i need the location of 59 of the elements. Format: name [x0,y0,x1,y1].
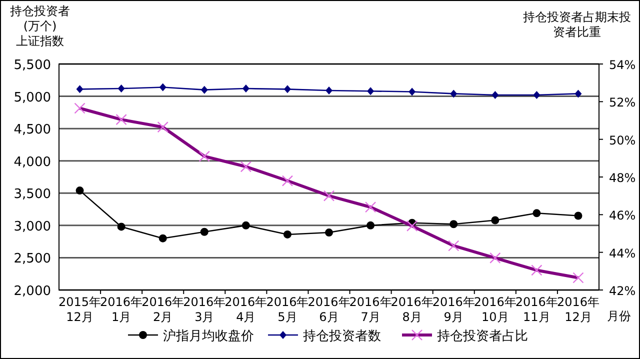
point [76,186,84,195]
point [284,85,291,94]
x-tick-label: 2016年12月 [556,295,600,324]
y-tick-label: 5,000 [14,90,51,106]
x-tick-label: 2016年6月 [308,295,350,324]
point [118,84,125,93]
point [283,230,292,238]
y2-tick-label: 44% [609,246,636,260]
point [325,228,333,237]
point [200,228,208,236]
point [158,234,167,242]
x-tick-label: 2016年11月 [515,295,558,324]
point [242,84,250,93]
point [491,216,500,224]
y-tick-label: 3,500 [14,187,51,202]
y2-tick-label: 46% [609,208,636,223]
x-tick-label: 2016年4月 [224,295,268,324]
y2-tick-label: 42% [609,284,636,298]
point [450,220,458,228]
point [574,90,582,98]
x-tick-label: 2016年2月 [142,295,184,324]
legend-label: 持仓投资者数 [303,329,381,344]
point [533,90,540,99]
y-tick-label: 3,000 [14,219,51,234]
point [408,88,416,96]
y2-tick-label: 54% [609,58,636,72]
point [76,85,84,94]
y-axis-title: 持仓投资者 (万个) 上证指数 [10,4,70,48]
y-tick-label: 4,000 [14,154,51,170]
y2-axis-title: 持仓投资者占期末投资者比重 [523,10,631,39]
legend-label: 沪指月均收盘价 [163,328,254,344]
x-tick-label: 2016年5月 [266,295,309,324]
point [242,221,250,230]
point [450,90,458,98]
x-tick-label: 2016年9月 [432,295,475,324]
point [574,212,582,220]
point [366,221,375,230]
x-tick-label: 2016年3月 [183,295,226,324]
x-tick-label: 2016年8月 [390,295,434,324]
point [200,86,208,94]
point [532,209,541,218]
x-tick-label: 2015年12月 [58,295,102,324]
y2-tick-label: 50% [609,133,636,148]
x-axis-title: 月份 [607,309,631,323]
y-tick-label: 5,500 [14,58,51,73]
point [367,87,374,96]
x-tick-label: 2016年1月 [100,295,143,324]
x-tick-label: 2016年7月 [349,295,392,324]
legend-label: 持仓投资者占比 [437,329,528,344]
point [117,222,126,231]
point [159,83,166,92]
point [492,90,499,99]
point [326,86,332,94]
y-tick-label: 2,000 [14,284,51,299]
x-tick-label: 2016年10月 [474,295,516,324]
y-tick-label: 4,500 [14,122,51,138]
y-tick-label: 2,500 [14,252,51,267]
y2-tick-label: 52% [609,96,636,110]
y2-tick-label: 48% [609,171,636,185]
